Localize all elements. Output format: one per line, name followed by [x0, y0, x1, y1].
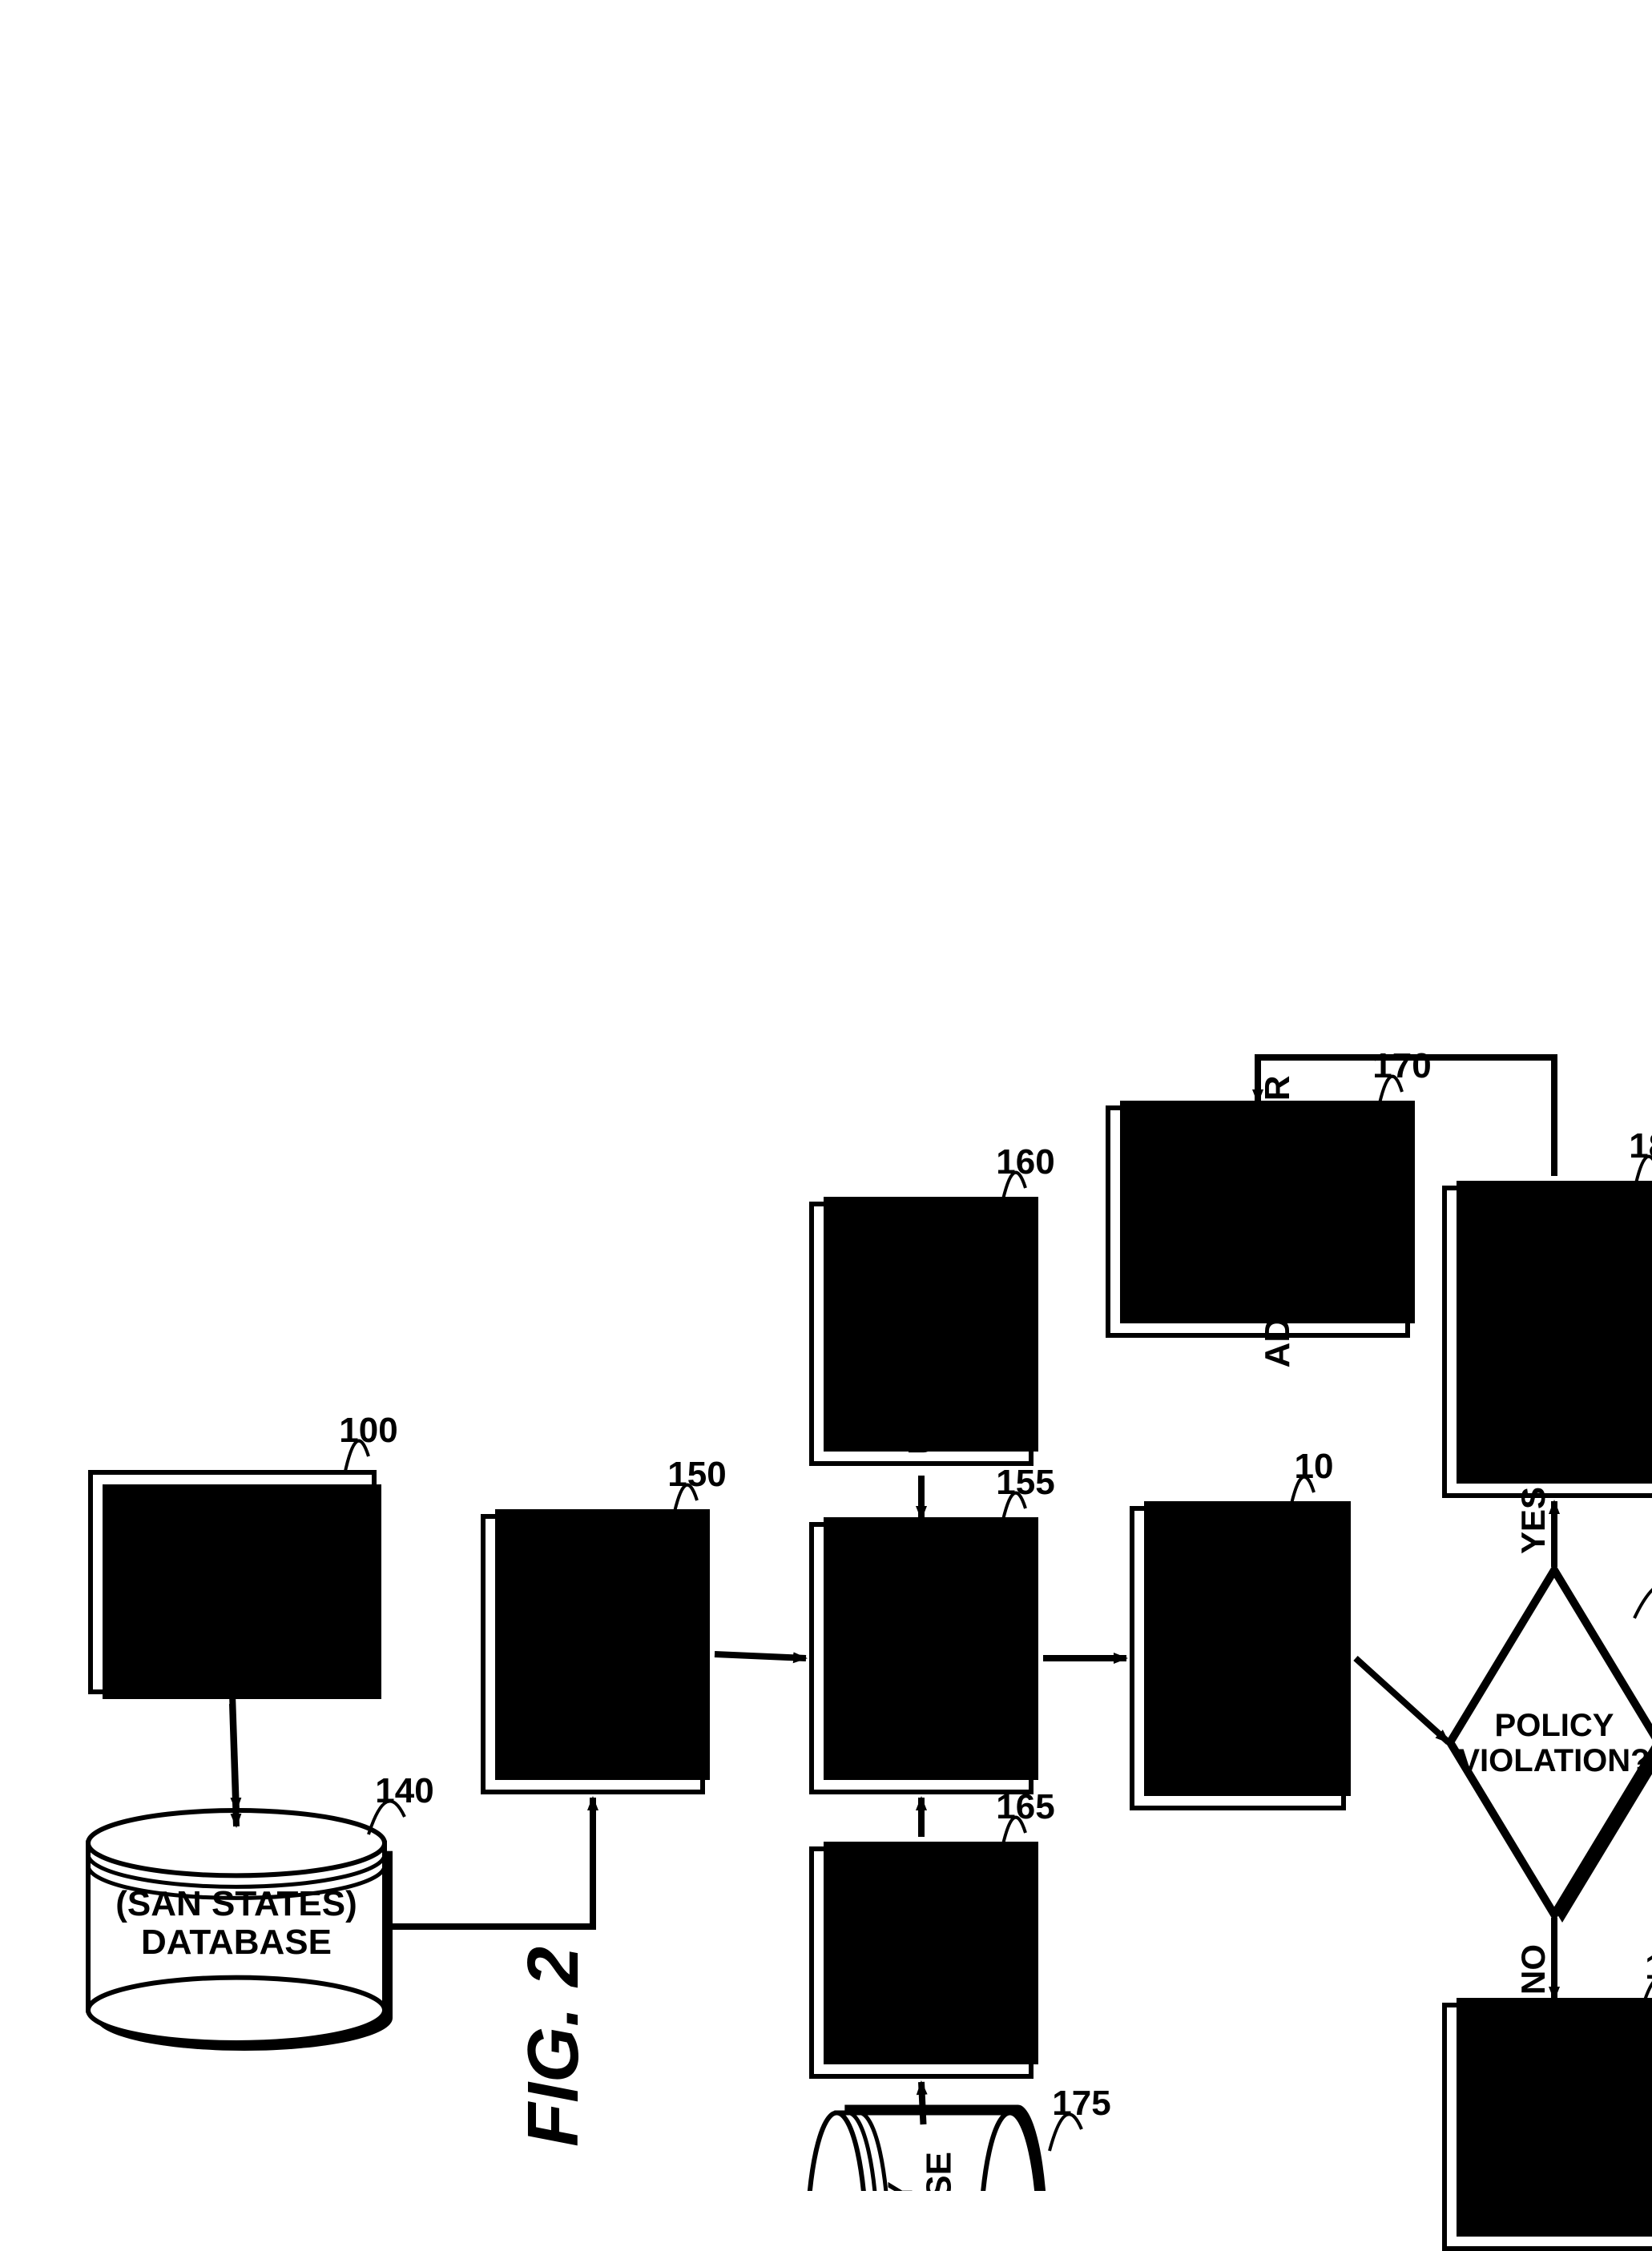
svg-text:(SAN STATES)DATABASE: (SAN STATES)DATABASE	[115, 1884, 357, 1962]
figure-label: FIG. 2	[513, 1947, 595, 2147]
svg-text:185: 185	[1629, 1126, 1652, 1166]
node-user_act: USER ACTION	[809, 1202, 1034, 1466]
node-label: ACTIONEXECUTIONLEVEL	[1493, 2024, 1615, 2230]
node-san_mon: SAN MONITOR	[481, 1514, 705, 1794]
svg-text:175: 175	[1052, 2084, 1110, 2123]
svg-text:10: 10	[1295, 1447, 1334, 1486]
node-db_snap: DATABASESNAPSHOT	[809, 1522, 1034, 1794]
node-label: DATABASESNAPSHOT	[880, 1560, 961, 1756]
node-violation: POLICYVIOLATIONNOTIFICATION	[1442, 1186, 1652, 1498]
svg-text:140: 140	[375, 1771, 433, 1810]
svg-text:155: 155	[996, 1463, 1054, 1502]
svg-text:160: 160	[996, 1142, 1054, 1182]
edge-label: YES	[1514, 1487, 1553, 1554]
node-label: IMPACTANALYSISSYSTEM	[1177, 1571, 1299, 1746]
node-impact: IMPACTANALYSISSYSTEM	[1130, 1506, 1346, 1810]
node-policies: POLICIES	[809, 1846, 1034, 2079]
diagram-canvas: (SAN STATES)DATABASE POLICYDATABASE POLICY…	[0, 0, 1652, 2191]
node-label: USER ACTION	[901, 1213, 942, 1455]
node-label: NETWORKSTORAGESYSTEM	[141, 1521, 323, 1643]
node-action_lvl: ACTIONEXECUTIONLEVEL	[1442, 2003, 1652, 2251]
svg-text:170: 170	[1372, 1046, 1431, 1085]
svg-text:POLICYDATABASE: POLICYDATABASE	[880, 2152, 958, 2191]
svg-text:100: 100	[339, 1411, 397, 1450]
svg-text:180: 180	[1645, 1947, 1652, 1987]
node-label: POLICIES	[901, 1880, 942, 2044]
svg-text:150: 150	[667, 1455, 726, 1494]
node-label: SAN MONITOR	[573, 1529, 614, 1779]
node-label: POLICYVIOLATIONNOTIFICATION	[1493, 1218, 1615, 1466]
node-nss: NETWORKSTORAGESYSTEM	[88, 1470, 377, 1694]
edge-label: NO	[1514, 1944, 1553, 1995]
node-label: SYSTEMADMINISTRATOR	[1217, 1075, 1298, 1367]
svg-text:POLICYVIOLATION?: POLICYVIOLATION?	[1458, 1708, 1650, 1778]
node-sysadmin: SYSTEMADMINISTRATOR	[1106, 1105, 1410, 1338]
